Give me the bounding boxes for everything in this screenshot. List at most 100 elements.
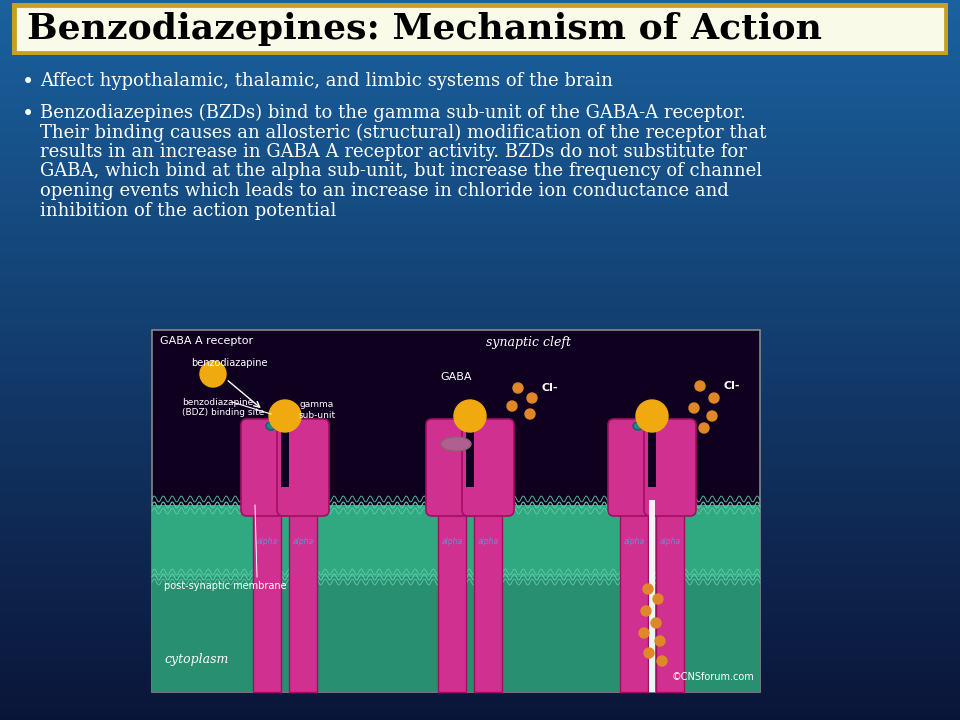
Text: •: •: [22, 72, 35, 92]
Bar: [0, 293, 960, 300]
Circle shape: [641, 606, 651, 616]
Bar: [0, 119, 960, 126]
Bar: [0, 473, 960, 480]
Bar: [0, 323, 960, 330]
Bar: [0, 485, 960, 492]
Bar: [0, 575, 960, 582]
Bar: [0, 353, 960, 360]
Bar: [0, 695, 960, 702]
Bar: [0, 563, 960, 570]
Circle shape: [651, 618, 661, 628]
Bar: [0, 395, 960, 402]
FancyBboxPatch shape: [462, 419, 514, 516]
Bar: [0, 593, 960, 600]
Bar: [0, 623, 960, 630]
FancyBboxPatch shape: [241, 419, 293, 516]
Bar: [0, 689, 960, 696]
Bar: [15, 6, 945, 52]
Text: ©CNSforum.com: ©CNSforum.com: [671, 672, 754, 682]
Text: Their binding causes an allosteric (structural) modification of the receptor tha: Their binding causes an allosteric (stru…: [40, 124, 766, 142]
Bar: [0, 425, 960, 432]
Bar: [0, 161, 960, 168]
Bar: [648, 422, 656, 487]
Bar: [0, 167, 960, 174]
Bar: [0, 533, 960, 540]
Text: Benzodiazepines: Mechanism of Action: Benzodiazepines: Mechanism of Action: [27, 12, 822, 46]
Bar: [0, 479, 960, 486]
Text: Cl-: Cl-: [542, 383, 559, 393]
Text: gamma
sub-unit: gamma sub-unit: [299, 400, 336, 420]
Bar: [649, 500, 655, 692]
Bar: [0, 683, 960, 690]
Bar: [0, 461, 960, 468]
Bar: [0, 713, 960, 720]
Bar: [0, 383, 960, 390]
Bar: [0, 59, 960, 66]
Bar: [438, 505, 466, 692]
Text: GABA A receptor: GABA A receptor: [160, 336, 253, 346]
Bar: [0, 311, 960, 318]
Bar: [12, 3, 948, 55]
Text: Affect hypothalamic, thalamic, and limbic systems of the brain: Affect hypothalamic, thalamic, and limbi…: [40, 72, 612, 90]
Bar: [0, 419, 960, 426]
Bar: [0, 155, 960, 162]
Ellipse shape: [633, 422, 643, 430]
Bar: [0, 89, 960, 96]
Bar: [620, 505, 648, 692]
Bar: [0, 173, 960, 180]
Bar: [0, 545, 960, 552]
Bar: [0, 83, 960, 90]
Ellipse shape: [441, 437, 471, 451]
Bar: [0, 23, 960, 30]
Circle shape: [507, 401, 517, 411]
Text: alpha: alpha: [442, 536, 463, 546]
Text: inhibition of the action potential: inhibition of the action potential: [40, 202, 336, 220]
Bar: [0, 149, 960, 156]
Circle shape: [525, 409, 535, 419]
FancyBboxPatch shape: [644, 419, 696, 516]
Circle shape: [657, 656, 667, 666]
Bar: [0, 611, 960, 618]
Bar: [0, 443, 960, 450]
Bar: [0, 11, 960, 18]
Bar: [0, 245, 960, 252]
Bar: [0, 413, 960, 420]
Bar: [0, 671, 960, 678]
Bar: [0, 233, 960, 240]
Bar: [0, 587, 960, 594]
Circle shape: [639, 628, 649, 638]
Bar: [0, 113, 960, 120]
Bar: [0, 503, 960, 510]
Bar: [0, 179, 960, 186]
Bar: [0, 287, 960, 294]
Bar: [0, 47, 960, 54]
Bar: [0, 317, 960, 324]
Text: results in an increase in GABA A receptor activity. BZDs do not substitute for: results in an increase in GABA A recepto…: [40, 143, 747, 161]
Text: synaptic cleft: synaptic cleft: [487, 336, 571, 349]
Circle shape: [636, 400, 668, 432]
Bar: [0, 239, 960, 246]
Bar: [474, 505, 502, 692]
Circle shape: [644, 648, 654, 658]
Circle shape: [454, 400, 486, 432]
Bar: [0, 269, 960, 276]
Text: GABA, which bind at the alpha sub-unit, but increase the frequency of channel: GABA, which bind at the alpha sub-unit, …: [40, 163, 762, 181]
Bar: [0, 647, 960, 654]
Text: cytoplasm: cytoplasm: [164, 653, 228, 666]
Bar: [152, 505, 760, 577]
Bar: [0, 347, 960, 354]
Bar: [0, 185, 960, 192]
Bar: [0, 143, 960, 150]
Circle shape: [269, 400, 301, 432]
Bar: [0, 197, 960, 204]
Bar: [0, 71, 960, 78]
Bar: [0, 0, 960, 6]
Bar: [0, 677, 960, 684]
Bar: [0, 629, 960, 636]
Bar: [0, 257, 960, 264]
Circle shape: [653, 594, 663, 604]
Bar: [0, 125, 960, 132]
Text: opening events which leads to an increase in chloride ion conductance and: opening events which leads to an increas…: [40, 182, 729, 200]
Circle shape: [707, 411, 717, 421]
Circle shape: [699, 423, 709, 433]
